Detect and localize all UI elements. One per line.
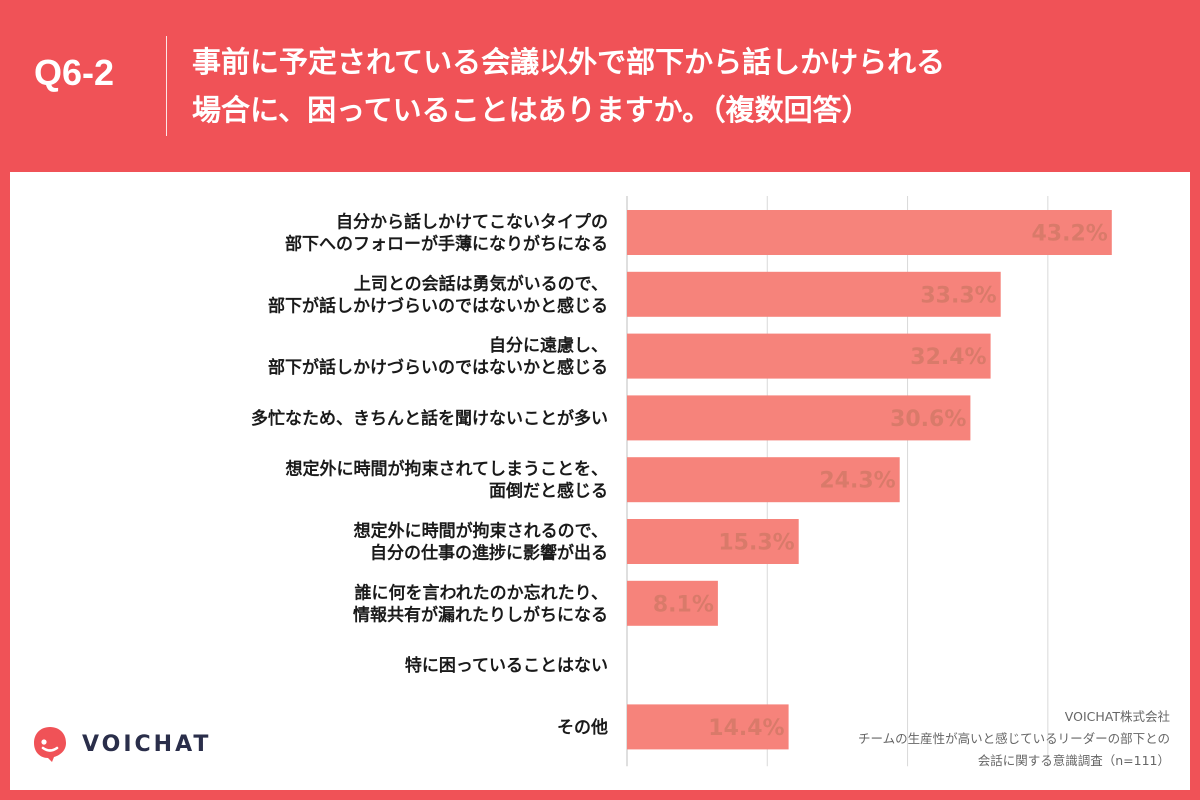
question-title-line-1: 事前に予定されている会議以外で部下から話しかけられる <box>192 45 946 79</box>
category-label: 自分から話しかけてこないタイプの <box>336 212 608 233</box>
bar <box>627 333 991 379</box>
data-label: 15.3% <box>718 531 794 556</box>
brand-logo: VOICHAT <box>30 724 211 764</box>
source-survey-line-1: チームの生産性が高いと感じているリーダーの部下との <box>857 731 1170 746</box>
category-label: 情報共有が漏れたりしがちになる <box>353 604 608 625</box>
category-label: 面倒だと感じる <box>489 481 608 502</box>
category-label: 自分に遠慮し、 <box>489 335 608 356</box>
category-label: その他 <box>557 717 608 738</box>
data-label: 8.1% <box>653 592 714 617</box>
category-label: 想定外に時間が拘束されてしまうことを、 <box>286 459 609 480</box>
brand-name: VOICHAT <box>82 731 212 757</box>
data-label: 30.6% <box>890 407 966 432</box>
question-title-line-2: 場合に、困っていることはありますか。（複数回答） <box>192 93 871 127</box>
category-label: 上司との会話は勇気がいるので、 <box>354 273 608 294</box>
data-label: 24.3% <box>819 469 895 494</box>
bar <box>627 580 718 626</box>
data-label: 43.2% <box>1031 222 1107 247</box>
category-label: 部下へのフォローが手薄になりがちになる <box>285 234 608 255</box>
question-title: 事前に予定されている会議以外で部下から話しかけられる 場合に、困っていることはあ… <box>192 38 1182 134</box>
question-number: Q6-2 <box>34 52 115 93</box>
source-company: VOICHAT株式会社 <box>1064 709 1170 724</box>
data-label: 14.4% <box>708 716 784 741</box>
category-label: 自分の仕事の進捗に影響が出る <box>370 543 608 564</box>
category-label: 想定外に時間が拘束されるので、 <box>354 521 608 542</box>
category-label: 多忙なため、きちんと話を聞けないことが多い <box>251 408 608 429</box>
category-label: 誰に何を言われたのか忘れたり、 <box>355 582 608 603</box>
question-header: Q6-2 事前に予定されている会議以外で部下から話しかけられる 場合に、困ってい… <box>0 0 1200 172</box>
bar <box>627 271 1001 317</box>
bar <box>627 210 1112 255</box>
header-divider <box>166 36 167 136</box>
source-survey-line-2: 会話に関する意識調査（n=111） <box>977 753 1170 768</box>
category-label: 部下が話しかけづらいのではないかと感じる <box>268 357 608 378</box>
bar <box>627 395 971 441</box>
category-label: 部下が話しかけづらいのではないかと感じる <box>268 295 608 316</box>
data-label: 33.3% <box>920 283 996 308</box>
category-label: 特に困っていることはない <box>405 655 608 676</box>
voichat-logo-icon <box>34 727 66 762</box>
bar <box>627 704 789 750</box>
data-label: 32.4% <box>910 345 986 370</box>
bar <box>627 519 799 564</box>
bar <box>627 457 900 503</box>
source-note: VOICHAT株式会社 チームの生産性が高いと感じているリーダーの部下との 会話… <box>858 706 1170 772</box>
